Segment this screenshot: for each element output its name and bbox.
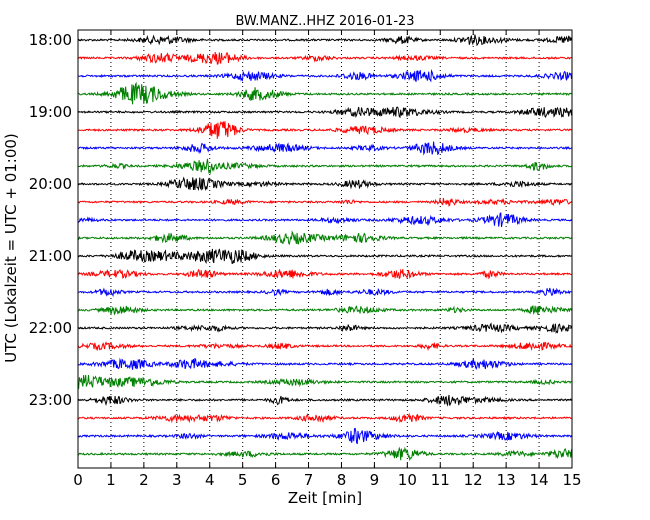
y-tick-label: 22:00 xyxy=(29,319,72,337)
x-tick-label: 10 xyxy=(398,471,417,489)
trace-line xyxy=(77,197,572,207)
x-tick-label: 15 xyxy=(562,471,581,489)
x-tick-label: 3 xyxy=(172,471,182,489)
x-tick-label: 2 xyxy=(139,471,149,489)
x-tick-label: 1 xyxy=(106,471,116,489)
trace-line xyxy=(77,374,572,390)
trace-line xyxy=(77,81,572,105)
x-tick-label: 14 xyxy=(530,471,549,489)
x-tick-label: 8 xyxy=(337,471,347,489)
trace-line xyxy=(77,68,572,83)
x-tick-label: 12 xyxy=(464,471,483,489)
trace-line xyxy=(78,51,572,65)
trace-line xyxy=(77,322,572,334)
trace-line xyxy=(77,446,572,462)
x-axis: 0 1 2 3 4 5 6 7 8 9 10 11 12 13 14 15 xyxy=(73,30,582,489)
x-tick-label: 7 xyxy=(304,471,314,489)
y-tick-label: 19:00 xyxy=(29,103,72,121)
trace-line xyxy=(77,141,572,156)
x-tick-label: 6 xyxy=(271,471,281,489)
y-tick-label: 18:00 xyxy=(29,31,72,49)
trace-line xyxy=(77,176,572,192)
trace-line xyxy=(77,305,572,316)
x-axis-label: Zeit [min] xyxy=(288,489,362,507)
trace-line xyxy=(77,230,572,246)
trace-line xyxy=(77,106,572,119)
trace-line xyxy=(77,412,572,424)
x-tick-label: 0 xyxy=(73,471,83,489)
trace-line xyxy=(77,248,572,265)
x-tick-label: 5 xyxy=(238,471,248,489)
x-tick-label: 4 xyxy=(205,471,215,489)
trace-line xyxy=(77,212,572,228)
y-axis-label: UTC (Lokalzeit = UTC + 01:00) xyxy=(2,133,20,363)
trace-line xyxy=(77,357,572,370)
y-tick-label: 20:00 xyxy=(29,175,72,193)
y-tick-label: 23:00 xyxy=(29,391,72,409)
trace-line xyxy=(77,268,572,280)
trace-line xyxy=(77,427,572,445)
x-tick-label: 11 xyxy=(431,471,450,489)
trace-line xyxy=(77,120,572,139)
trace-line xyxy=(78,34,572,47)
chart-title: BW.MANZ..HHZ 2016-01-23 xyxy=(235,14,414,29)
trace-line xyxy=(77,158,572,175)
trace-line xyxy=(77,287,572,298)
trace-group xyxy=(77,34,572,462)
y-tick-label: 21:00 xyxy=(29,247,72,265)
x-tick-label: 9 xyxy=(370,471,380,489)
trace-line xyxy=(77,394,572,407)
x-tick-label: 13 xyxy=(497,471,516,489)
trace-line xyxy=(77,341,572,352)
y-axis: 18:00 19:00 20:00 21:00 22:00 23:00 xyxy=(29,31,572,409)
plot-frame xyxy=(77,29,573,469)
